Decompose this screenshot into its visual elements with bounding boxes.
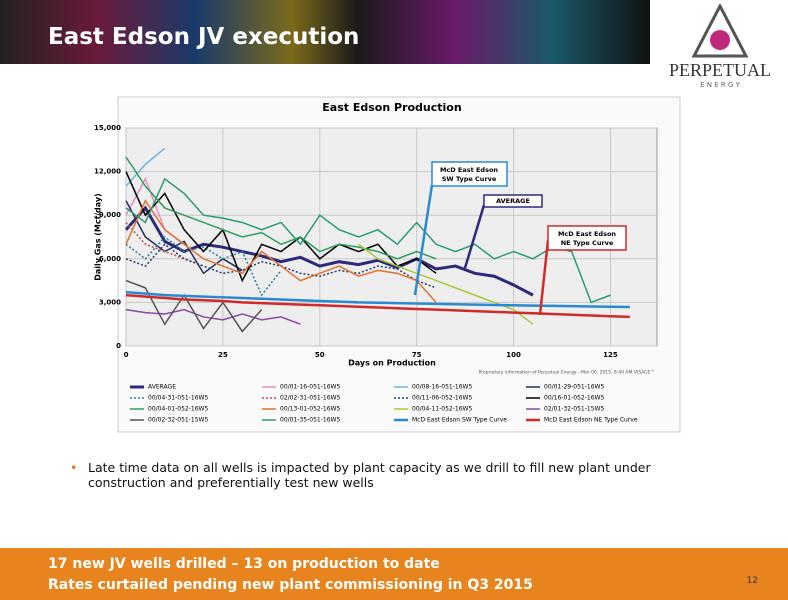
y-tick-label: 15,000 bbox=[94, 124, 121, 132]
legend-label: 00/04-31-051-16W5 bbox=[148, 395, 208, 402]
legend-label: 00/04-01-052-16W5 bbox=[148, 406, 208, 413]
series-line bbox=[125, 147, 166, 187]
legend-label: 00/01-35-051-16W5 bbox=[280, 417, 340, 424]
legend-label: 00/08-16-051-16W5 bbox=[412, 384, 472, 391]
logo-name: PERPETUAL bbox=[668, 60, 771, 80]
annotation-box bbox=[547, 225, 627, 251]
legend-label: 00/01-16-051-16W5 bbox=[280, 384, 340, 391]
arrow bbox=[538, 239, 550, 316]
y-tick-label: 12,000 bbox=[94, 168, 121, 176]
legend-label: 00/16-01-052-16W5 bbox=[544, 395, 604, 402]
x-tick-label: 25 bbox=[218, 351, 228, 359]
legend-label: McD East Edson NE Type Curve bbox=[544, 417, 638, 424]
chart: East Edson Production Daily Gas (Mcf/day… bbox=[94, 96, 681, 433]
x-tick-label: 125 bbox=[603, 351, 618, 359]
y-tick-label: 6,000 bbox=[99, 255, 121, 263]
footer: 17 new JV wells drilled – 13 on producti… bbox=[0, 548, 788, 600]
series-line bbox=[125, 199, 437, 303]
logo: PERPETUAL E N E R G Y bbox=[655, 4, 785, 89]
series-line bbox=[125, 171, 437, 283]
x-tick-label: 50 bbox=[315, 351, 325, 359]
annotation-box bbox=[431, 161, 508, 187]
y-tick-label: 9,000 bbox=[99, 211, 121, 219]
x-tick-label: 75 bbox=[412, 351, 422, 359]
legend-label: McD East Edson SW Type Curve bbox=[412, 417, 507, 424]
logo-icon bbox=[691, 4, 749, 58]
bullet: Late time data on all wells is impacted … bbox=[70, 460, 708, 490]
series-line bbox=[125, 293, 630, 319]
legend-label: 02/01-32-051-15W5 bbox=[544, 406, 604, 413]
footer-line: 17 new JV wells drilled – 13 on producti… bbox=[48, 556, 440, 572]
banner bbox=[0, 0, 650, 64]
arrow bbox=[413, 184, 434, 296]
legend-label: 00/11-06-052-16W5 bbox=[412, 395, 472, 402]
logo-sub: E N E R G Y bbox=[700, 81, 740, 89]
y-tick-label: 3,000 bbox=[99, 298, 121, 306]
footnote: Proprietary information of Perpetual Ene… bbox=[478, 370, 655, 376]
y-tick-label: 0 bbox=[116, 342, 121, 350]
series-line bbox=[125, 235, 282, 297]
slide-title: East Edson JV execution bbox=[48, 24, 360, 50]
legend-label: AVERAGE bbox=[148, 384, 176, 391]
y-axis-label: Daily Gas (Mcf/day) bbox=[94, 193, 103, 281]
annotation-box bbox=[483, 194, 543, 208]
series-line bbox=[125, 308, 301, 325]
legend-label: 00/02-32-051-15W5 bbox=[148, 417, 208, 424]
legend-label: 00/04-11-052-16W5 bbox=[412, 406, 472, 413]
legend-label: 00/13-01-052-16W5 bbox=[280, 406, 340, 413]
annotation: SW Type Curve bbox=[442, 175, 497, 183]
annotation: AVERAGE bbox=[496, 197, 530, 205]
footer-line: Rates curtailed pending new plant commis… bbox=[48, 577, 533, 593]
legend-label: 00/01-29-051-16W5 bbox=[544, 384, 604, 391]
series-line bbox=[125, 177, 611, 304]
page-number: 12 bbox=[746, 576, 758, 586]
chart-title: East Edson Production bbox=[322, 101, 461, 114]
series-line bbox=[125, 290, 630, 309]
arrow bbox=[463, 204, 486, 269]
legend-label: 02/02-31-051-16W5 bbox=[280, 395, 340, 402]
series-line bbox=[125, 156, 437, 260]
annotation: McD East Edson bbox=[558, 230, 616, 238]
annotation: McD East Edson bbox=[440, 166, 498, 174]
x-tick-label: 0 bbox=[124, 351, 129, 359]
x-tick-label: 100 bbox=[506, 351, 521, 359]
series-line bbox=[124, 205, 534, 297]
x-axis-label: Days on Production bbox=[348, 359, 436, 368]
annotation: NE Type Curve bbox=[561, 239, 614, 247]
